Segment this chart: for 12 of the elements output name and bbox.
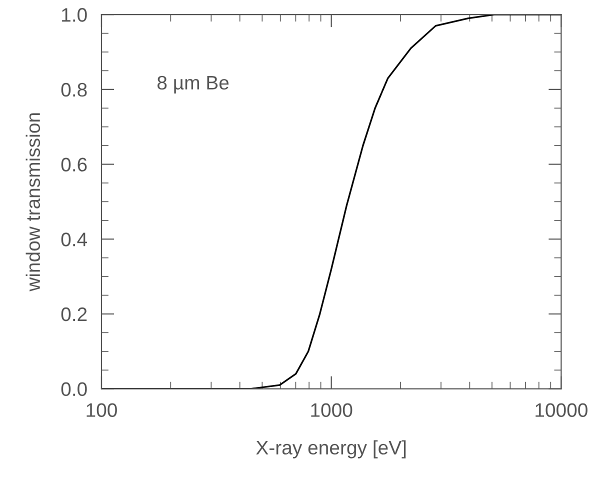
y-tick-label: 0.2 xyxy=(61,307,87,322)
x-tick-label: 10000 xyxy=(536,403,588,417)
x-tick-label: 100 xyxy=(86,403,117,417)
x-axis-title: X-ray energy [eV] xyxy=(256,440,406,458)
y-tick-label: 0.0 xyxy=(61,382,87,396)
annotation: 8 µm Be xyxy=(157,76,229,94)
y-tick-label: 0.8 xyxy=(61,82,87,97)
y-tick-label: 1.0 xyxy=(62,8,87,22)
x-tick-label: 1000 xyxy=(311,403,352,417)
y-tick-label: 0.4 xyxy=(61,232,88,246)
y-tick-label: 0.6 xyxy=(61,158,87,172)
y-axis-title: window transmission xyxy=(26,113,40,292)
